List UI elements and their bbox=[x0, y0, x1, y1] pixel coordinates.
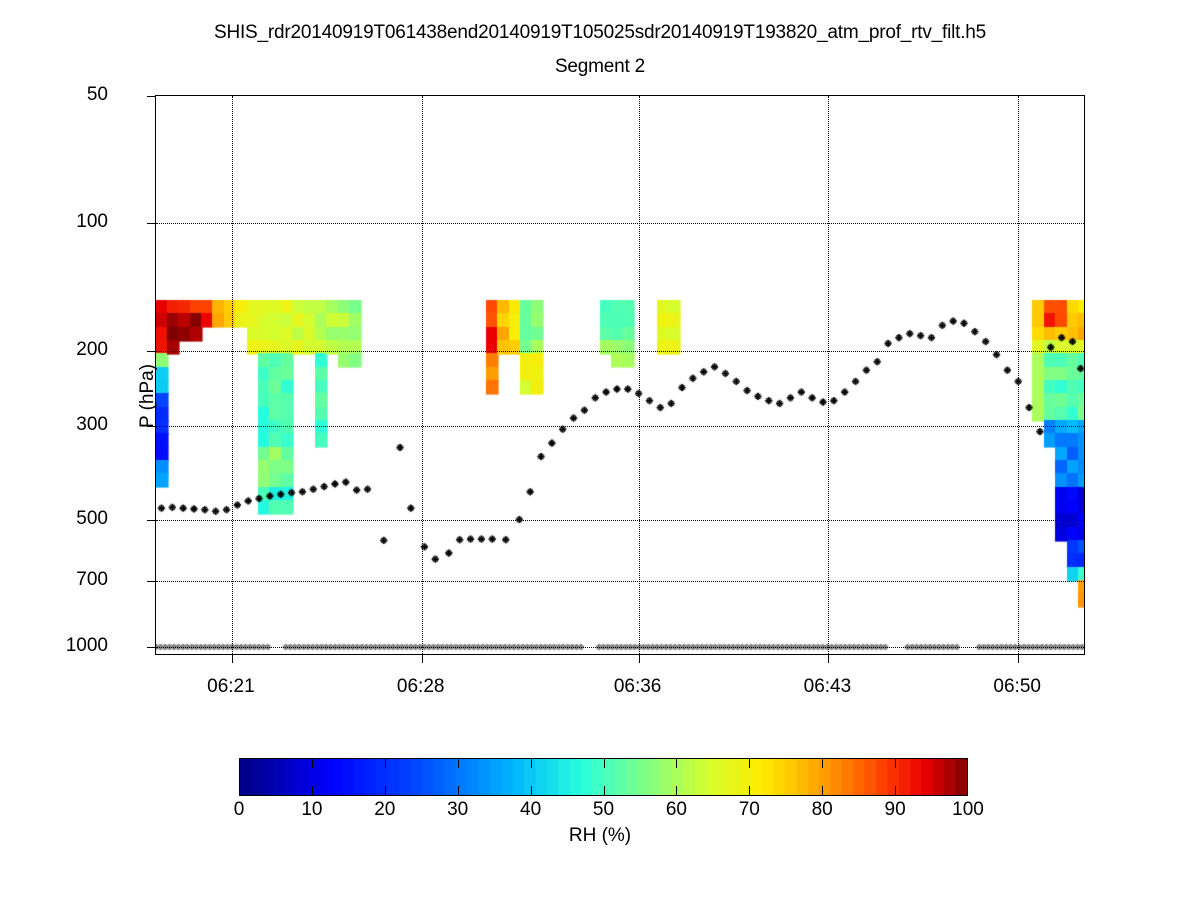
colorbar-tick bbox=[311, 786, 313, 796]
colorbar-label: RH (%) bbox=[568, 825, 632, 846]
colorbar-tick bbox=[530, 786, 532, 796]
x-tick bbox=[828, 654, 830, 663]
colorbar-tick-label: 30 bbox=[447, 799, 469, 820]
colorbar-tick-label: 10 bbox=[301, 799, 323, 820]
gridline-horizontal bbox=[156, 425, 1084, 427]
y-tick-label: 1000 bbox=[65, 635, 108, 657]
x-tick-label: 06:50 bbox=[993, 676, 1041, 697]
colorbar-tick bbox=[749, 758, 751, 768]
y-tick bbox=[147, 96, 156, 97]
y-tick bbox=[147, 581, 156, 583]
gridline-vertical bbox=[231, 96, 233, 654]
colorbar-tick-label: 20 bbox=[374, 799, 396, 820]
colorbar-tick bbox=[895, 758, 897, 768]
gridline-horizontal bbox=[156, 350, 1084, 352]
y-tick-label: 300 bbox=[76, 413, 108, 435]
gridline-horizontal bbox=[156, 519, 1084, 521]
y-tick bbox=[147, 425, 156, 427]
y-tick-label: 500 bbox=[76, 507, 108, 529]
plot-area: P (hPa) bbox=[137, 95, 1085, 663]
y-tick bbox=[147, 350, 156, 352]
figure-title: SHIS_rdr20140919T061438end20140919T10502… bbox=[213, 22, 987, 43]
marker-overlay bbox=[156, 96, 1084, 654]
colorbar-tick-label: 40 bbox=[520, 799, 542, 820]
colorbar-tick bbox=[311, 758, 313, 768]
gridline-horizontal bbox=[156, 223, 1084, 225]
x-tick-label: 06:36 bbox=[613, 676, 662, 697]
y-tick-label: 100 bbox=[76, 211, 108, 233]
y-axis-label: P (hPa) bbox=[137, 363, 158, 429]
colorbar-tick bbox=[384, 758, 386, 768]
x-tick bbox=[1018, 654, 1020, 663]
x-tick bbox=[231, 654, 233, 663]
colorbar-tick bbox=[384, 786, 386, 796]
colorbar-tick bbox=[676, 758, 678, 768]
x-tick-label: 06:28 bbox=[396, 676, 445, 697]
y-tick-label: 50 bbox=[86, 84, 108, 105]
colorbar-tick bbox=[457, 786, 459, 796]
y-tick bbox=[147, 223, 156, 225]
heatmap-layer bbox=[156, 96, 1084, 654]
colorbar-tick bbox=[603, 786, 605, 796]
x-tick-label: 06:21 bbox=[207, 676, 255, 697]
figure-subtitle: Segment 2 bbox=[554, 56, 646, 77]
colorbar-tick-label: 50 bbox=[592, 799, 615, 820]
colorbar-tick bbox=[530, 758, 532, 768]
gridline-vertical bbox=[828, 96, 830, 654]
colorbar-tick bbox=[676, 786, 678, 796]
colorbar-tick-label: 60 bbox=[665, 799, 687, 820]
y-tick bbox=[147, 647, 156, 649]
gridline-horizontal bbox=[156, 581, 1084, 583]
colorbar-tick bbox=[749, 786, 751, 796]
gridline-vertical bbox=[1018, 96, 1020, 654]
y-tick-label: 700 bbox=[76, 569, 108, 591]
colorbar-tick bbox=[603, 758, 605, 768]
gridline-horizontal bbox=[156, 647, 1084, 649]
colorbar-tick bbox=[895, 786, 897, 796]
x-tick bbox=[638, 654, 640, 663]
gridline-vertical bbox=[421, 96, 423, 654]
colorbar-tick-label: 70 bbox=[738, 799, 760, 820]
colorbar-tick bbox=[457, 758, 459, 768]
y-tick bbox=[147, 519, 156, 521]
x-tick bbox=[421, 654, 423, 663]
colorbar-tick-label: 90 bbox=[884, 799, 906, 820]
colorbar-tick bbox=[822, 758, 824, 768]
gridline-vertical bbox=[638, 96, 640, 654]
colorbar-tick-label: 80 bbox=[811, 799, 833, 820]
y-tick-label: 200 bbox=[76, 338, 108, 360]
colorbar-tick-label: 0 bbox=[233, 799, 245, 820]
x-tick-label: 06:43 bbox=[803, 676, 852, 697]
colorbar-tick bbox=[822, 786, 824, 796]
colorbar-tick-label: 100 bbox=[952, 799, 984, 820]
